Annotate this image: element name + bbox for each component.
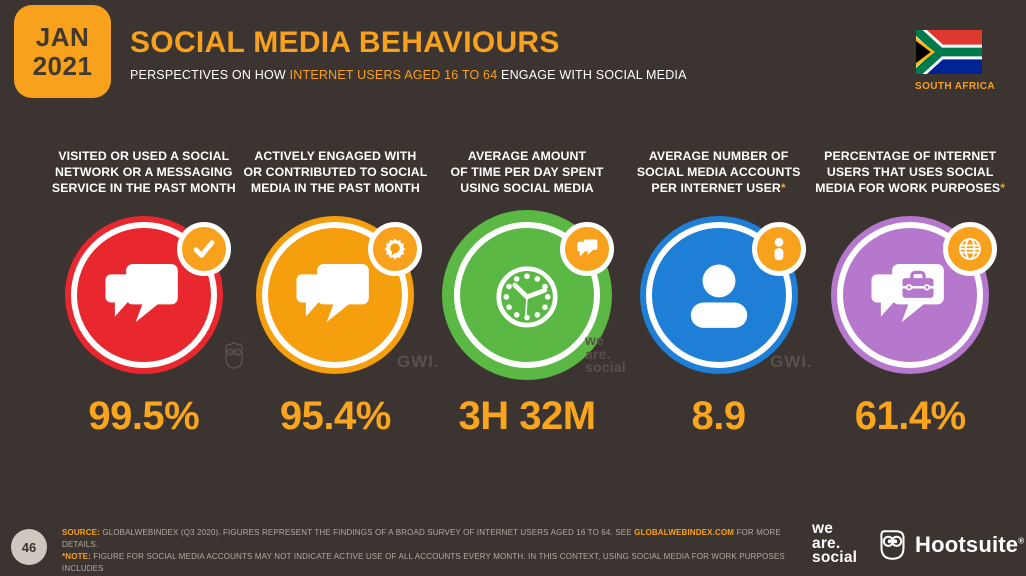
wearesocial-logo: we are. social <box>812 520 858 567</box>
date-year: 2021 <box>32 50 93 81</box>
source-link: GLOBALWEBINDEX.COM <box>634 528 735 537</box>
metric-value: 99.5% <box>88 394 200 438</box>
chat-bubbles-badge-icon <box>559 222 614 276</box>
metric-visited: VISITED OR USED A SOCIAL NETWORK OR A ME… <box>48 148 240 439</box>
metric-accounts: AVERAGE NUMBER OF SOCIAL MEDIA ACCOUNTS … <box>623 148 815 439</box>
hootsuite-logo: Hootsuite® <box>876 526 1024 564</box>
country-flag-block: SOUTH AFRICA <box>915 30 995 92</box>
metrics-row: VISITED OR USED A SOCIAL NETWORK OR A ME… <box>48 148 1006 439</box>
country-label: SOUTH AFRICA <box>915 81 995 92</box>
date-badge: JAN 2021 <box>14 5 111 98</box>
metric-value: 61.4% <box>854 394 966 438</box>
source-note: SOURCE: GLOBALWEBINDEX (Q3 2020). FIGURE… <box>62 527 810 576</box>
metric-time-spent: AVERAGE AMOUNT OF TIME PER DAY SPENT USI… <box>431 148 623 439</box>
seal-chat-badge-icon <box>368 222 423 276</box>
hootsuite-wordmark: Hootsuite® <box>915 532 1025 557</box>
metric-icon <box>831 216 998 374</box>
wearesocial-watermark: we are. social <box>585 332 626 376</box>
metric-label: ACTIVELY ENGAGED WITH OR CONTRIBUTED TO … <box>243 149 428 196</box>
metric-icon <box>448 216 614 374</box>
hootsuite-owl-icon <box>880 530 905 560</box>
hootsuite-owl-watermark-icon <box>222 338 246 377</box>
chat-bubbles-icon <box>70 222 217 368</box>
footnote-asterisk: * <box>1000 181 1006 196</box>
note-line-1: *NOTE: FIGURE FOR SOCIAL MEDIA ACCOUNTS … <box>62 552 785 573</box>
check-badge-icon <box>176 222 231 276</box>
page-title: SOCIAL MEDIA BEHAVIOURS <box>130 26 560 59</box>
gwi-watermark: GWI. <box>397 352 440 371</box>
south-africa-flag-icon <box>916 30 982 74</box>
metric-icon <box>640 216 806 374</box>
person-badge-icon <box>751 222 806 276</box>
page-number-badge: 46 <box>11 529 47 565</box>
metric-icon <box>256 216 423 374</box>
metric-label: VISITED OR USED A SOCIAL NETWORK OR A ME… <box>51 149 236 196</box>
footnote-asterisk: * <box>780 181 786 196</box>
metric-value: 3H 32M <box>458 394 596 438</box>
metric-work-purposes: PERCENTAGE OF INTERNET USERS THAT USES S… <box>814 148 1006 439</box>
metric-icon <box>65 216 231 374</box>
metric-label: PERCENTAGE OF INTERNET USERS THAT USES S… <box>815 149 1006 196</box>
metric-label: AVERAGE AMOUNT OF TIME PER DAY SPENT USI… <box>450 149 604 196</box>
chat-bubbles-briefcase-icon <box>837 222 984 368</box>
metric-label: AVERAGE NUMBER OF SOCIAL MEDIA ACCOUNTS … <box>636 149 801 196</box>
page-subtitle: PERSPECTIVES ON HOW INTERNET USERS AGED … <box>130 68 687 82</box>
gwi-watermark: GWI. <box>770 352 813 371</box>
source-line: SOURCE: GLOBALWEBINDEX (Q3 2020). FIGURE… <box>62 528 781 549</box>
metric-engaged: ACTIVELY ENGAGED WITH OR CONTRIBUTED TO … <box>240 148 432 439</box>
metric-value: 95.4% <box>279 394 391 438</box>
date-month: JAN <box>35 21 90 52</box>
metric-value: 8.9 <box>691 394 747 438</box>
globe-badge-icon <box>943 222 998 276</box>
